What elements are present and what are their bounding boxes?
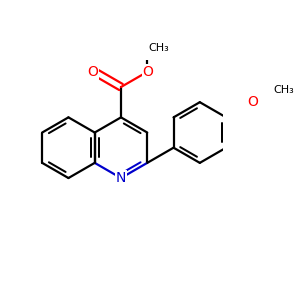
Text: O: O — [87, 65, 98, 79]
Text: CH₃: CH₃ — [274, 85, 295, 95]
Text: N: N — [116, 171, 126, 185]
Text: CH₃: CH₃ — [148, 43, 169, 53]
Text: O: O — [143, 65, 154, 79]
Text: O: O — [247, 95, 258, 109]
